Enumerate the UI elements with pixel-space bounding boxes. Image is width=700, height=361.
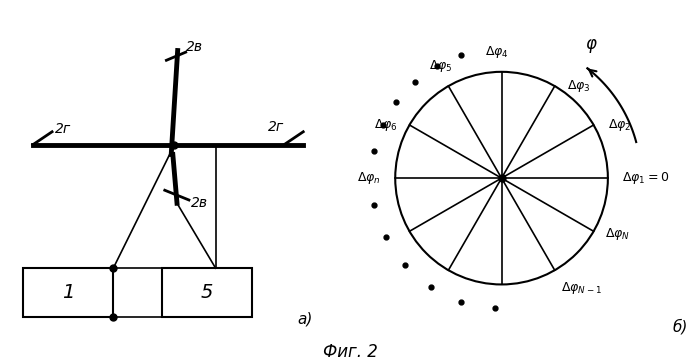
Text: 5: 5 [200,283,213,302]
Text: $\Delta\varphi_{N-1}$: $\Delta\varphi_{N-1}$ [561,280,601,296]
Text: а): а) [298,312,313,327]
Text: $\varphi$: $\varphi$ [584,37,598,55]
Bar [23,268,113,317]
Text: 2в: 2в [190,196,207,210]
Text: 2г: 2г [55,122,71,135]
Text: $\Delta\varphi_N$: $\Delta\varphi_N$ [606,226,631,242]
Text: 2г: 2г [268,120,284,134]
Text: Фиг. 2: Фиг. 2 [323,343,377,361]
Text: $\Delta\varphi_3$: $\Delta\varphi_3$ [566,78,590,94]
Text: $\Delta\varphi_5$: $\Delta\varphi_5$ [430,58,453,74]
Text: 1: 1 [62,283,74,302]
Bar [162,268,252,317]
Text: $\Delta\varphi_n$: $\Delta\varphi_n$ [357,170,381,186]
Text: $\Delta\varphi_4$: $\Delta\varphi_4$ [485,44,509,60]
Text: 2в: 2в [186,40,203,54]
Text: $\Delta\varphi_1 = 0$: $\Delta\varphi_1 = 0$ [622,170,669,186]
Text: $\Delta\varphi_6$: $\Delta\varphi_6$ [374,117,398,133]
Text: $\Delta\varphi_2$: $\Delta\varphi_2$ [608,117,631,133]
Text: б): б) [673,318,688,334]
